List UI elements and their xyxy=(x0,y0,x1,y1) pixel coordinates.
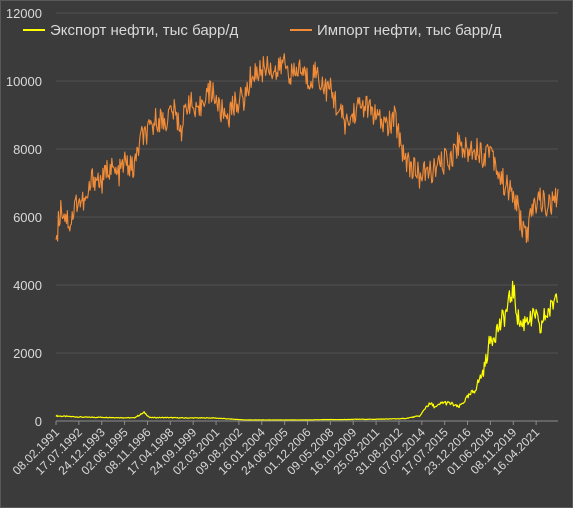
series-line-export xyxy=(55,280,559,421)
y-tick-label: 10000 xyxy=(6,74,42,89)
series-layer xyxy=(55,53,559,421)
y-tick-label: 12000 xyxy=(6,6,42,21)
axis-layer: 02000400060008000100001200008.02.199117.… xyxy=(6,6,558,478)
y-tick-label: 6000 xyxy=(13,210,42,225)
y-tick-label: 0 xyxy=(35,414,42,429)
grid-layer xyxy=(56,12,558,354)
series-line-import xyxy=(55,53,559,244)
legend: Экспорт нефти, тыс барр/д Импорт нефти, … xyxy=(23,22,502,39)
y-tick-label: 8000 xyxy=(13,142,42,157)
legend-label-export: Экспорт нефти, тыс барр/д xyxy=(50,22,239,39)
y-tick-label: 2000 xyxy=(13,346,42,361)
y-tick-label: 4000 xyxy=(13,278,42,293)
legend-label-import: Импорт нефти, тыс барр/д xyxy=(317,22,502,39)
